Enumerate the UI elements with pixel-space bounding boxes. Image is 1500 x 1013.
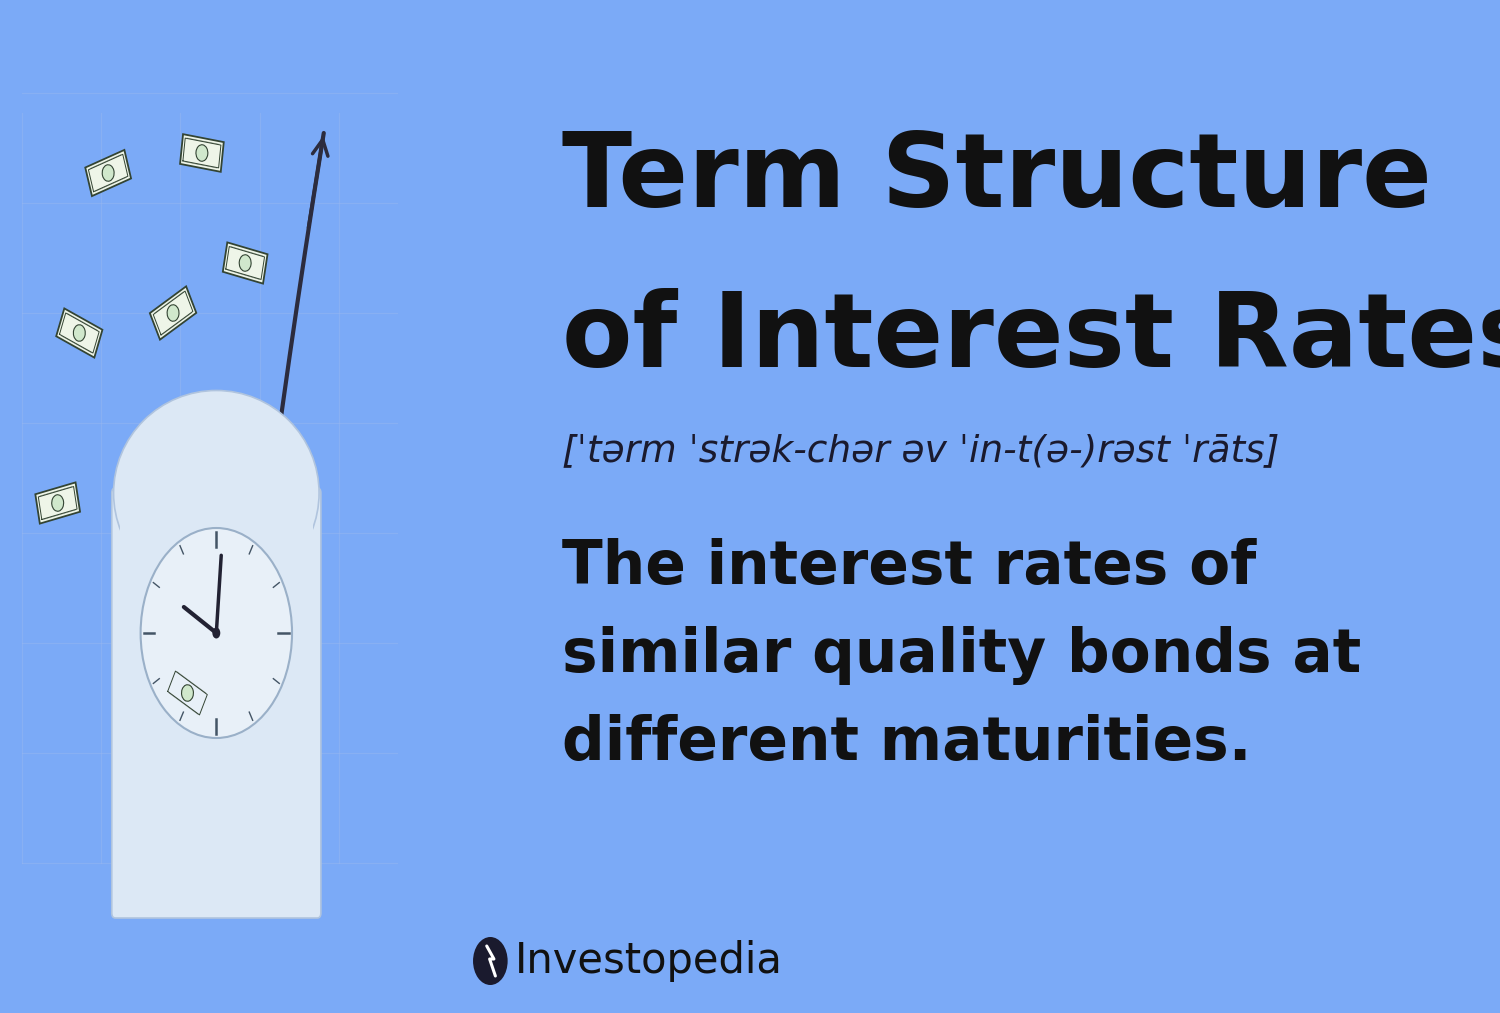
Circle shape <box>213 627 220 638</box>
Text: of Interest Rates: of Interest Rates <box>562 288 1500 389</box>
Ellipse shape <box>114 390 320 596</box>
Polygon shape <box>180 134 224 172</box>
Ellipse shape <box>238 254 250 271</box>
Text: Term Structure: Term Structure <box>562 128 1432 229</box>
Polygon shape <box>165 667 210 719</box>
Polygon shape <box>86 150 130 197</box>
Text: [ˈtərm ˈstrək-chər əv ˈin-t(ə-)rəst ˈrāts]: [ˈtərm ˈstrək-chər əv ˈin-t(ə-)rəst ˈrāt… <box>562 433 1280 469</box>
Ellipse shape <box>74 325 86 341</box>
Ellipse shape <box>51 494 63 512</box>
FancyBboxPatch shape <box>112 488 321 918</box>
Ellipse shape <box>102 165 114 181</box>
Polygon shape <box>224 242 267 284</box>
Ellipse shape <box>166 305 178 321</box>
Polygon shape <box>36 482 80 524</box>
Polygon shape <box>56 308 102 358</box>
Bar <box>120 488 314 603</box>
Text: different maturities.: different maturities. <box>562 714 1252 773</box>
Text: Investopedia: Investopedia <box>514 940 783 982</box>
Circle shape <box>141 528 292 738</box>
Circle shape <box>472 937 507 985</box>
Text: The interest rates of: The interest rates of <box>562 538 1257 597</box>
Ellipse shape <box>182 685 194 701</box>
Polygon shape <box>150 287 196 339</box>
Text: similar quality bonds at: similar quality bonds at <box>562 626 1362 685</box>
Ellipse shape <box>196 145 208 161</box>
